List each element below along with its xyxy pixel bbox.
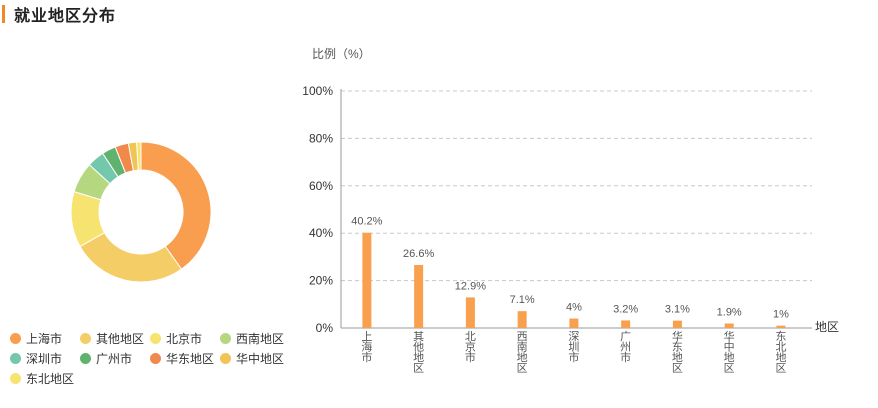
x-tick-label: 东北地区 [775,330,786,375]
x-axis-label: 地区 [815,320,839,334]
legend-item[interactable]: 西南地区 [220,330,284,347]
y-tick-label: 20% [309,274,333,288]
legend-label: 深圳市 [26,352,63,366]
legend-label: 广州市 [96,352,133,366]
data-label: 4% [566,302,582,314]
bar[interactable] [776,325,786,328]
y-tick-label: 40% [309,226,333,240]
legend-swatch [80,333,91,344]
title-accent-bar [2,5,5,23]
data-label: 3.2% [613,303,638,315]
data-label: 1% [773,309,789,321]
x-tick-label: 上海市 [361,330,372,364]
legend-item[interactable]: 深圳市 [10,350,62,367]
legend-swatch [150,333,161,344]
data-label: 3.1% [665,304,690,316]
legend-swatch [220,333,231,344]
data-label: 1.9% [717,306,742,318]
x-tick-label: 华中地区 [724,329,735,375]
donut-slice[interactable] [140,141,212,270]
y-tick-label: 0% [316,321,334,335]
bar[interactable] [621,320,631,328]
bar[interactable] [724,323,734,328]
bar[interactable] [362,232,372,328]
legend-item[interactable]: 北京市 [150,330,202,347]
x-tick-label: 北京市 [465,330,476,364]
data-label: 7.1% [510,294,535,306]
legend-item[interactable]: 其他地区 [80,330,144,347]
y-tick-label: 80% [309,131,333,145]
legend-swatch [150,353,161,364]
legend-item[interactable]: 华东地区 [150,350,214,367]
legend-item[interactable]: 上海市 [10,330,62,347]
bar[interactable] [672,320,682,328]
legend-item[interactable]: 华中地区 [220,350,284,367]
data-label: 40.2% [351,216,382,228]
legend-label: 其他地区 [96,332,145,346]
legend-label: 华东地区 [166,352,215,366]
x-tick-label: 西南地区 [517,331,528,375]
bar[interactable] [414,264,424,328]
legend-label: 华中地区 [236,352,285,366]
legend-swatch [80,353,91,364]
legend-swatch [10,373,21,384]
data-label: 12.9% [455,280,486,292]
bar[interactable] [569,318,579,328]
legend-item[interactable]: 东北地区 [10,370,74,387]
section-header: 就业地区分布 [2,4,117,25]
x-tick-label: 华东地区 [672,329,683,375]
y-axis-label: 比例（%） [312,47,371,61]
data-label: 26.6% [403,248,434,260]
legend-label: 东北地区 [26,372,75,386]
bar[interactable] [465,297,475,328]
page-title: 就业地区分布 [14,6,117,25]
x-tick-label: 其他地区 [413,330,424,375]
bar[interactable] [517,311,527,328]
legend-swatch [10,333,21,344]
legend-item[interactable]: 广州市 [80,350,132,367]
donut-slice[interactable] [136,141,142,171]
legend-swatch [10,353,21,364]
legend-label: 西南地区 [236,332,285,346]
legend-swatch [220,353,231,364]
x-tick-label: 广州市 [620,330,631,364]
legend-label: 北京市 [166,332,203,346]
legend-label: 上海市 [26,332,63,346]
y-tick-label: 60% [309,179,333,193]
y-tick-label: 100% [302,84,333,98]
x-tick-label: 深圳市 [568,330,579,364]
